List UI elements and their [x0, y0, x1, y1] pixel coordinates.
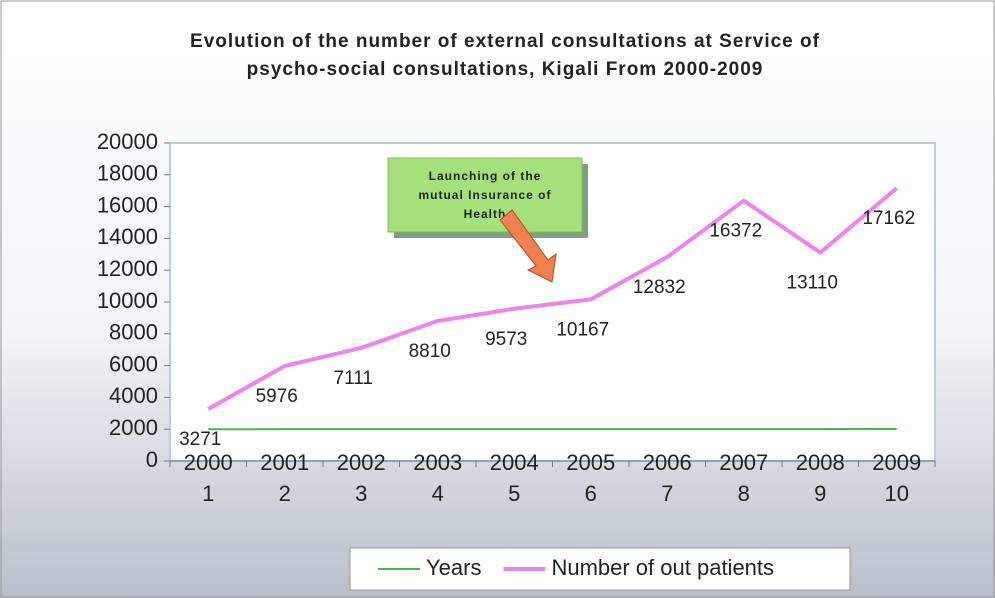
- y-tick-label: 12000: [97, 256, 158, 281]
- data-label: 16372: [709, 221, 762, 242]
- y-tick-label: 14000: [97, 224, 158, 249]
- x-tick-label: 6: [585, 481, 597, 506]
- x-tick-label: 8: [738, 481, 750, 506]
- x-tick-label: 4: [432, 481, 444, 506]
- data-label: 2006: [643, 450, 692, 475]
- x-tick-label: 2: [279, 481, 291, 506]
- data-label: 13110: [787, 273, 838, 294]
- data-label: 2009: [872, 450, 921, 475]
- marks: [207, 186, 899, 431]
- y-tick-label: 6000: [109, 351, 158, 376]
- data-label: 2005: [566, 450, 615, 475]
- x-tick-label: 5: [508, 481, 520, 506]
- y-tick-label: 18000: [97, 161, 158, 186]
- y-tick-label: 8000: [109, 320, 158, 345]
- x-tick-label: 3: [355, 481, 367, 506]
- data-label: 5976: [256, 386, 298, 407]
- data-label: 2003: [413, 450, 462, 475]
- data-label: 2002: [337, 450, 386, 475]
- data-label: 3271: [179, 429, 221, 450]
- data-label: 9573: [485, 329, 527, 350]
- series-line: [207, 186, 899, 411]
- chart-title: psycho-social consultations, Kigali From…: [247, 59, 764, 80]
- data-label: 8810: [409, 341, 451, 362]
- legend-label: Years: [426, 555, 481, 580]
- y-tick-label: 10000: [97, 288, 158, 313]
- data-label: 10167: [556, 319, 609, 340]
- data-label: 7111: [334, 368, 373, 389]
- y-tick-label: 4000: [109, 383, 158, 408]
- data-label: 12832: [633, 277, 686, 298]
- chart-title: Evolution of the number of external cons…: [190, 31, 820, 52]
- legend: [349, 547, 851, 591]
- annotation: Launching of the mutual Insurance of Healt…: [418, 169, 551, 221]
- data-label: 2004: [490, 450, 539, 475]
- y-tick-label: 16000: [97, 192, 158, 217]
- x-tick-label: 1: [202, 481, 214, 506]
- x-tick-label: 9: [814, 481, 826, 506]
- data-label: 2001: [260, 450, 309, 475]
- data-label: 2000: [184, 450, 233, 475]
- y-tick-label: 0: [146, 447, 158, 472]
- annotation-box: [387, 157, 583, 233]
- y-tick-label: 20000: [97, 129, 158, 154]
- x-tick-label: 7: [661, 481, 673, 506]
- annotation-arrow: [499, 209, 557, 283]
- data-label: 17162: [862, 208, 915, 229]
- y-tick-label: 2000: [109, 415, 158, 440]
- data-label: 2007: [719, 450, 768, 475]
- data-label: 2008: [796, 450, 845, 475]
- x-tick-label: 10: [885, 481, 909, 506]
- legend-label: Number of out patients: [551, 555, 774, 580]
